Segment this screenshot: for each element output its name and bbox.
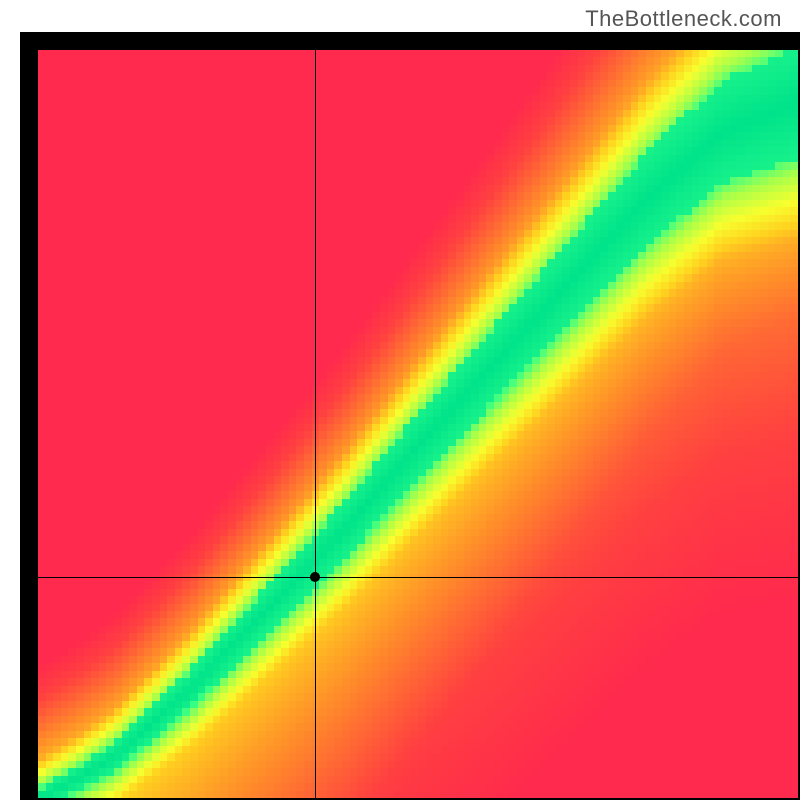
chart-stage: TheBottleneck.com xyxy=(0,0,800,800)
plot-frame xyxy=(20,32,800,800)
bottleneck-heatmap xyxy=(38,50,798,798)
watermark-text: TheBottleneck.com xyxy=(585,6,782,32)
